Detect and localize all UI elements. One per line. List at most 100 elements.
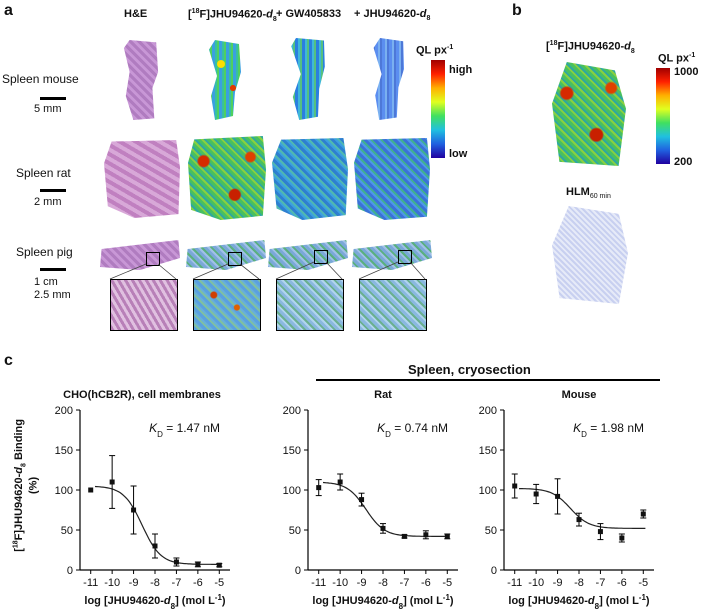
- x-tick-label-1--10: -10: [332, 577, 348, 589]
- data-point-2-6: [640, 511, 646, 517]
- roi-box-he: [146, 252, 160, 266]
- fit-curve-2: [519, 488, 646, 529]
- data-point-2-5: [619, 535, 625, 541]
- x-tick-label-0--10: -10: [104, 577, 120, 589]
- tissue-human-hlm: [552, 206, 628, 304]
- y-tick-label-1-0: 0: [295, 565, 301, 577]
- x-tick-label-1--7: -7: [400, 577, 410, 589]
- tissue-mouse-he: [123, 40, 159, 120]
- x-tick-label-0--8: -8: [150, 577, 160, 589]
- y-tick-label-2-0: 0: [491, 565, 497, 577]
- row-label-pig: Spleen pig: [16, 245, 73, 259]
- y-tick-label-2-200: 200: [479, 405, 497, 417]
- panel-b-title: [18F]JHU94620-d8: [546, 40, 635, 55]
- scale-bar-rat: [40, 189, 66, 192]
- x-tick-label-2--6: -6: [617, 577, 627, 589]
- col-header-gw: + GW405833: [276, 8, 342, 20]
- kd-annotation-2: KD = 1.98 nM: [573, 421, 644, 439]
- y-tick-label-1-50: 50: [289, 525, 301, 537]
- panel-a-letter: a: [4, 2, 13, 19]
- x-tick-label-1--11: -11: [311, 577, 326, 589]
- tissue-human-tracer: [552, 62, 626, 166]
- data-point-1-5: [423, 532, 429, 538]
- tissue-rat-jhu: [354, 138, 430, 220]
- x-tick-label-1--5: -5: [442, 577, 452, 589]
- zoom-inset-jhu: [359, 279, 427, 331]
- tissue-rat-gw: [272, 138, 348, 220]
- x-tick-label-1--9: -9: [357, 577, 367, 589]
- data-point-1-2: [359, 497, 365, 503]
- x-tick-label-0--11: -11: [83, 577, 98, 589]
- x-tick-label-2--10: -10: [528, 577, 544, 589]
- tissue-rat-he: [104, 140, 180, 218]
- data-point-2-1: [533, 491, 539, 497]
- data-point-0-3: [152, 543, 158, 549]
- data-point-1-6: [444, 533, 450, 539]
- data-point-1-4: [401, 533, 407, 539]
- x-tick-label-2--8: -8: [574, 577, 584, 589]
- colorbar-b-title: QL px-1: [658, 52, 696, 65]
- x-tick-label-0--6: -6: [193, 577, 203, 589]
- zoom-inset-he: [110, 279, 178, 331]
- panel-c-letter: c: [4, 352, 13, 369]
- roi-box-jhu: [398, 250, 412, 264]
- colorbar-a-high: high: [449, 64, 473, 76]
- data-point-0-0: [88, 487, 94, 493]
- y-tick-label-0-200: 200: [55, 405, 73, 417]
- scale-bar-pig: [40, 268, 66, 271]
- x-tick-label-2--7: -7: [596, 577, 606, 589]
- chart-title-1: Rat: [374, 389, 392, 401]
- zoom-connectors: [109, 261, 426, 280]
- row-label-mouse: Spleen mouse: [2, 72, 79, 86]
- data-point-1-1: [337, 479, 343, 485]
- col-header-jhu: + JHU94620-d8: [354, 8, 431, 23]
- x-axis-label-1: log [JHU94620-d8] (mol L-1): [312, 593, 454, 611]
- kd-annotation-0: KD = 1.47 nM: [149, 421, 220, 439]
- x-tick-label-1--8: -8: [378, 577, 388, 589]
- colorbar-b: [656, 68, 670, 164]
- scale-label-pig-1: 1 cm: [34, 276, 58, 288]
- y-tick-label-1-150: 150: [283, 445, 301, 457]
- roi-box-gw: [314, 250, 328, 264]
- data-point-0-1: [109, 479, 115, 485]
- colorbar-b-min: 200: [674, 156, 693, 168]
- col-header-he: H&E: [124, 8, 148, 20]
- chart-title-0: CHO(hCB2R), cell membranes: [63, 389, 221, 401]
- y-tick-label-2-100: 100: [479, 485, 497, 497]
- fit-curve-1: [322, 481, 450, 537]
- x-axis-label-2: log [JHU94620-d8] (mol L-1): [508, 593, 650, 611]
- x-tick-label-2--11: -11: [507, 577, 522, 589]
- panel-b-letter: b: [512, 2, 522, 19]
- zoom-inset-tracer: [193, 279, 261, 331]
- x-tick-label-2--9: -9: [553, 577, 563, 589]
- scale-bar-mouse: [40, 97, 66, 100]
- y-tick-label-1-100: 100: [283, 485, 301, 497]
- fit-curve-0: [94, 485, 222, 565]
- colorbar-a-low: low: [449, 148, 468, 160]
- y-tick-label-0-100: 100: [55, 485, 73, 497]
- data-point-2-4: [597, 529, 603, 535]
- x-tick-label-0--7: -7: [172, 577, 182, 589]
- colorbar-a-title: QL px-1: [416, 44, 454, 57]
- row-label-rat: Spleen rat: [16, 166, 71, 180]
- x-tick-label-2--5: -5: [638, 577, 648, 589]
- data-point-0-2: [131, 507, 137, 513]
- zoom-inset-gw: [276, 279, 344, 331]
- y-tick-label-1-200: 200: [283, 405, 301, 417]
- colorbar-b-max: 1000: [674, 66, 699, 78]
- y-tick-label-2-150: 150: [479, 445, 497, 457]
- data-point-0-4: [173, 559, 179, 565]
- x-axis-label-0: log [JHU94620-d8] (mol L-1): [84, 593, 226, 611]
- binding-charts: CHO(hCB2R), cell membranes 0 50 100 150 200 -1…: [55, 389, 654, 611]
- tissue-rat-tracer: [188, 136, 266, 220]
- panel-b-hlm-label: HLM60 min: [566, 186, 611, 201]
- scale-label-pig-2: 2.5 mm: [34, 289, 71, 301]
- panel-c-group-label: Spleen, cryosection: [408, 362, 531, 377]
- scale-label-rat: 2 mm: [34, 196, 62, 208]
- y-tick-label-2-50: 50: [485, 525, 497, 537]
- y-tick-label-0-0: 0: [67, 565, 73, 577]
- col-header-tracer: [18F]JHU94620-d8: [188, 8, 277, 23]
- scale-label-mouse: 5 mm: [34, 103, 62, 115]
- x-tick-label-0--5: -5: [214, 577, 224, 589]
- panel-c-group-line: [316, 379, 660, 381]
